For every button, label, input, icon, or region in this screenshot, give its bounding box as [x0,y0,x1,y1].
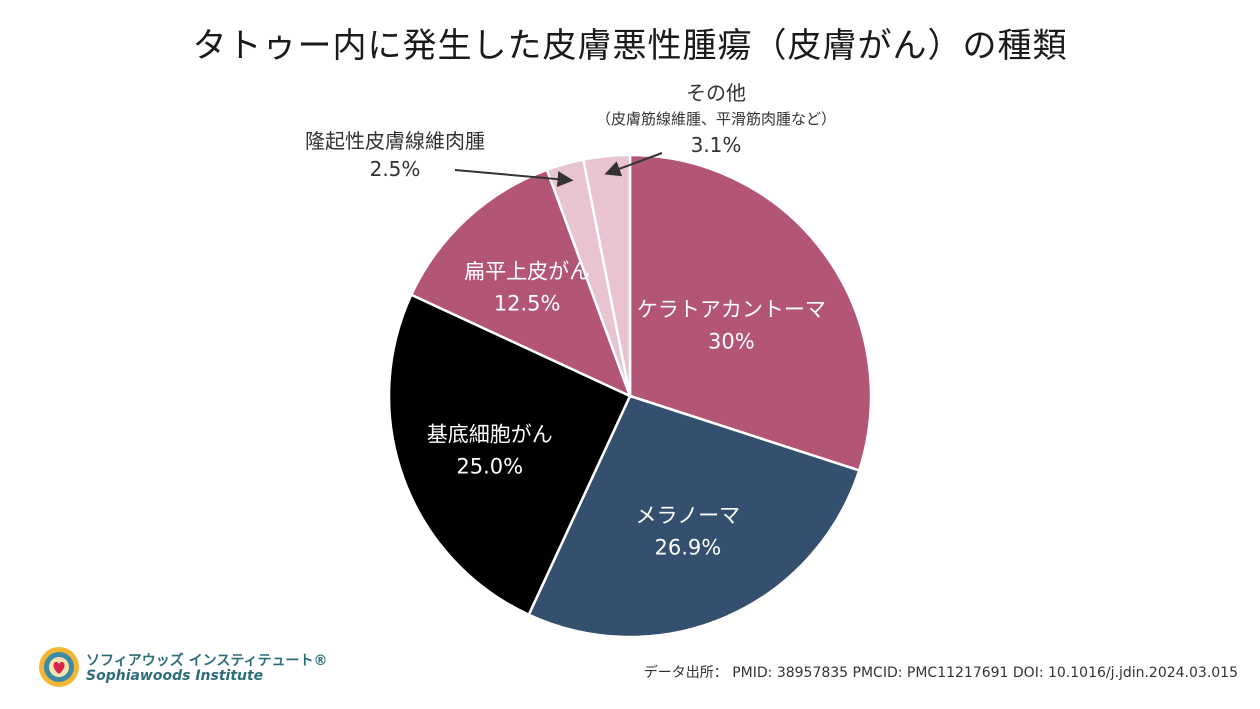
chart-title: タトゥー内に発生した皮膚悪性腫瘍（皮膚がん）の種類 [192,26,1068,66]
slice-value-label: 30% [708,329,755,353]
pie-slice-3 [409,168,633,399]
slice-label: ケラトアカントーマ [637,297,826,321]
logo: ソフィアウッズ インスティテュート® Sophiawoods Institute [38,646,338,690]
slice-label: 隆起性皮膚線維肉腫 [305,129,485,153]
slice-label: その他 [686,81,746,105]
logo-text-japanese: ソフィアウッズ インスティテュート® [86,653,328,669]
pie-slice-2 [387,293,632,617]
slice-value-label: 26.9% [654,536,721,560]
slice-label: メラノーマ [636,504,741,528]
leader-arrow [604,152,663,177]
slice-label: 基底細胞がん [427,422,553,446]
slice-sublabel: （皮膚筋線維腫、平滑筋肉腫など） [596,110,836,128]
data-source-note: データ出所： PMID: 38957835 PMCID: PMC11217691… [643,665,1238,681]
slice-value-label: 2.5% [370,157,421,181]
slice-value-label: 3.1% [691,133,742,157]
slice-value-label: 25.0% [456,454,523,478]
slice-label: 扁平上皮がん [464,259,590,283]
sunflower-heart-icon [39,647,79,687]
pie-slice-0 [628,153,873,473]
logo-text-english: Sophiawoods Institute [86,668,264,684]
pie-slice-5 [581,153,632,397]
slice-value-label: 12.5% [494,291,561,315]
leader-arrow [454,169,574,188]
pie-slice-1 [527,394,861,639]
